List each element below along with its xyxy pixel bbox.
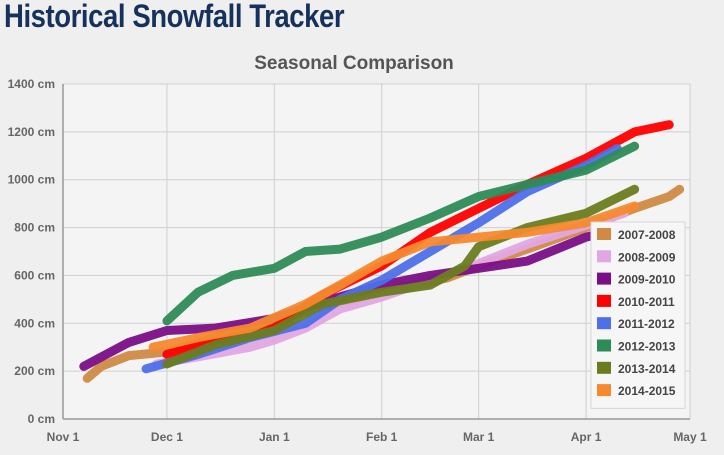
x-tick-label: Nov 1	[47, 430, 80, 444]
legend-label-2014-2015[interactable]: 2014-2015	[618, 384, 676, 398]
x-tick-label: Dec 1	[151, 430, 183, 444]
series-line-2012-2013[interactable]	[162, 141, 640, 326]
x-tick-label: May 1	[673, 430, 707, 444]
legend-swatch-2010-2011[interactable]	[597, 294, 611, 307]
y-tick-label: 800 cm	[14, 221, 55, 235]
y-tick-label: 1400 cm	[8, 77, 55, 91]
grid-lines	[62, 83, 691, 420]
legend-swatch-2012-2013[interactable]	[597, 339, 611, 352]
y-tick-label: 200 cm	[14, 364, 55, 378]
legend-label-2007-2008[interactable]: 2007-2008	[618, 228, 676, 242]
legend[interactable]: 2007-2008 2008-2009 2009-2010 2010-2011 2011…	[590, 221, 686, 409]
app-title: Historical Snowfall Tracker	[4, 0, 345, 34]
y-tick-label: 600 cm	[14, 268, 55, 282]
y-axis: 0 cm 200 cm 400 cm 600 cm 800 cm 1000 cm 1200 …	[8, 77, 55, 426]
legend-swatch-2009-2010[interactable]	[597, 272, 611, 285]
legend-label-2010-2011[interactable]: 2010-2011	[618, 295, 675, 309]
x-tick-label: Feb 1	[366, 430, 398, 444]
x-axis: Nov 1 Dec 1 Jan 1 Feb 1 Mar 1 Apr 1 May 1	[47, 430, 707, 444]
legend-swatch-2014-2015[interactable]	[597, 384, 611, 397]
series-line-2013-2014[interactable]	[162, 184, 640, 369]
legend-label-2009-2010[interactable]: 2009-2010	[618, 273, 676, 287]
x-tick-label: Apr 1	[571, 430, 602, 444]
series-layer	[79, 120, 685, 383]
chart-title: Seasonal Comparison	[254, 53, 454, 74]
x-tick-label: Jan 1	[259, 430, 290, 444]
legend-label-2013-2014[interactable]: 2013-2014	[618, 362, 676, 376]
y-tick-label: 400 cm	[14, 316, 55, 330]
legend-swatch-2008-2009[interactable]	[597, 250, 611, 263]
x-tick-label: Mar 1	[463, 430, 495, 444]
legend-label-2012-2013[interactable]: 2012-2013	[618, 340, 676, 354]
legend-label-2008-2009[interactable]: 2008-2009	[618, 250, 676, 264]
series-line-2014-2015[interactable]	[148, 201, 640, 352]
legend-label-2011-2012[interactable]: 2011-2012	[618, 317, 675, 331]
y-tick-label: 0 cm	[28, 412, 55, 426]
legend-swatch-2013-2014[interactable]	[597, 361, 611, 374]
y-tick-label: 1000 cm	[8, 173, 55, 187]
legend-swatch-2011-2012[interactable]	[597, 317, 611, 330]
y-tick-label: 1200 cm	[8, 125, 55, 139]
series-line-2008-2009[interactable]	[152, 208, 629, 369]
legend-swatch-2007-2008[interactable]	[597, 228, 611, 240]
